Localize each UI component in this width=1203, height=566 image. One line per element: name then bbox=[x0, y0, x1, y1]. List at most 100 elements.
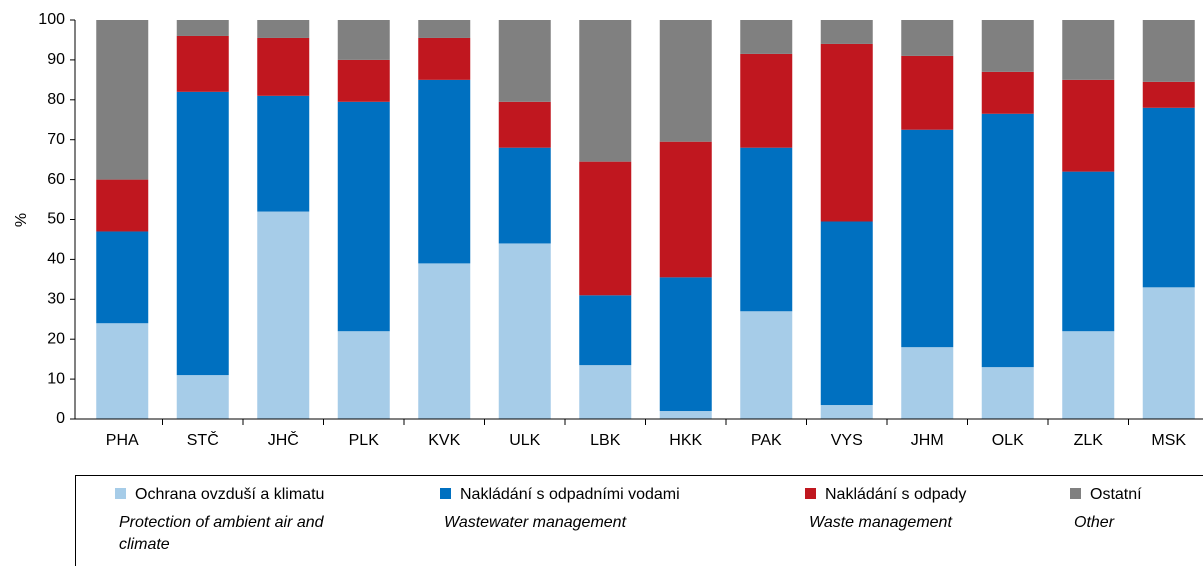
bar-segment bbox=[659, 141, 712, 278]
legend-label: Nakládání s odpadními vodami bbox=[460, 486, 680, 503]
bar-segment bbox=[1062, 20, 1115, 80]
legend-label: Ostatní bbox=[1090, 486, 1142, 503]
y-tick-label: 70 bbox=[47, 131, 65, 148]
bar-segment bbox=[418, 37, 471, 80]
x-tick-label: HKK bbox=[669, 432, 702, 449]
bar-segment bbox=[176, 375, 229, 419]
bar-segment bbox=[579, 20, 632, 162]
x-tick-label: OLK bbox=[992, 432, 1024, 449]
x-tick-label: LBK bbox=[590, 432, 621, 449]
bar-segment bbox=[579, 161, 632, 296]
bar-segment bbox=[981, 367, 1034, 419]
legend-swatch bbox=[805, 488, 816, 499]
x-tick-label: STČ bbox=[187, 430, 219, 449]
bar-segment bbox=[1142, 20, 1195, 82]
bar-segment bbox=[257, 20, 310, 38]
legend-label: Nakládání s odpady bbox=[825, 486, 967, 503]
bar-segment bbox=[981, 20, 1034, 72]
legend-swatch bbox=[1070, 488, 1081, 499]
bar-segment bbox=[337, 59, 390, 102]
y-axis-label: % bbox=[13, 213, 30, 227]
bar-segment bbox=[1062, 331, 1115, 419]
bar-segment bbox=[176, 91, 229, 376]
y-tick-label: 20 bbox=[47, 330, 65, 347]
bar-segment bbox=[901, 20, 954, 56]
bar-segment bbox=[820, 20, 873, 44]
x-tick-label: JHM bbox=[911, 432, 944, 449]
legend-item: Ochrana ovzduší a klimatu Protection of a… bbox=[115, 486, 345, 556]
legend-translation: Waste management bbox=[809, 514, 952, 531]
legend: Ochrana ovzduší a klimatu Protection of a… bbox=[75, 475, 1203, 566]
bar-segment bbox=[418, 263, 471, 419]
legend-swatch bbox=[115, 488, 126, 499]
bar-segment bbox=[418, 20, 471, 38]
bar-segment bbox=[659, 20, 712, 142]
x-tick-label: JHČ bbox=[268, 430, 299, 449]
bar-segment bbox=[740, 20, 793, 54]
x-tick-label: ZLK bbox=[1074, 432, 1104, 449]
bar-segment bbox=[820, 405, 873, 419]
bar-segment bbox=[257, 95, 310, 212]
y-tick-label: 50 bbox=[47, 211, 65, 228]
x-tick-label: PAK bbox=[751, 432, 782, 449]
legend-item: Nakládání s odpady Waste management bbox=[805, 486, 1045, 534]
bar-segment bbox=[96, 179, 149, 232]
x-tick-label: VYS bbox=[831, 432, 863, 449]
legend-item: Nakládání s odpadními vodami Wastewater m… bbox=[440, 486, 770, 534]
bar-segment bbox=[96, 231, 149, 324]
bar-segment bbox=[257, 211, 310, 419]
bar-segment bbox=[740, 311, 793, 419]
legend-translation: Protection of ambient air and climate bbox=[119, 514, 324, 553]
chart: % PHA STČ JHČ PLK KVK ULK LBK HKK PAK VYS JHM OLK ZL… bbox=[13, 11, 1203, 449]
y-tick-label: 30 bbox=[47, 291, 65, 308]
x-tick-label: ULK bbox=[509, 432, 540, 449]
bar-segment bbox=[498, 147, 551, 244]
bar-segment bbox=[498, 243, 551, 419]
bar-segment bbox=[257, 37, 310, 96]
bar-segment bbox=[740, 147, 793, 312]
legend-translation: Wastewater management bbox=[444, 514, 627, 531]
bar-segment bbox=[176, 20, 229, 36]
y-tick-label: 80 bbox=[47, 91, 65, 108]
bar-segment bbox=[96, 323, 149, 419]
bar-segment bbox=[659, 277, 712, 412]
bar-segment bbox=[1142, 107, 1195, 288]
bar-segment bbox=[1142, 81, 1195, 108]
y-tick-label: 40 bbox=[47, 251, 65, 268]
bar-segment bbox=[418, 79, 471, 264]
legend-label: Ochrana ovzduší a klimatu bbox=[135, 486, 325, 503]
legend-swatch bbox=[440, 488, 451, 499]
bar-segment bbox=[1062, 79, 1115, 172]
bar-segment bbox=[96, 20, 149, 180]
bar-segment bbox=[659, 411, 712, 419]
bar-segment bbox=[337, 331, 390, 419]
bar-segment bbox=[176, 35, 229, 92]
x-tick-label: MSK bbox=[1151, 432, 1186, 449]
y-tick-label: 90 bbox=[47, 51, 65, 68]
bar-segment bbox=[901, 129, 954, 348]
x-tick-label: PHA bbox=[106, 432, 139, 449]
bar-segment bbox=[498, 101, 551, 148]
bar-segment bbox=[579, 295, 632, 366]
y-tick-label: 60 bbox=[47, 171, 65, 188]
y-tick-label: 100 bbox=[38, 11, 65, 28]
y-tick-label: 0 bbox=[56, 410, 65, 427]
bar-segment bbox=[740, 53, 793, 148]
bar-segment bbox=[1062, 171, 1115, 332]
bar-segment bbox=[901, 55, 954, 130]
bar-segment bbox=[337, 101, 390, 332]
bar-segment bbox=[337, 20, 390, 60]
bar-segment bbox=[981, 71, 1034, 114]
legend-item: Ostatní Other bbox=[1070, 486, 1190, 534]
y-tick-label: 10 bbox=[47, 370, 65, 387]
bar-segment bbox=[820, 43, 873, 222]
x-tick-label: PLK bbox=[349, 432, 380, 449]
bar-segment bbox=[981, 113, 1034, 368]
bar-segment bbox=[820, 221, 873, 406]
bar-segment bbox=[579, 365, 632, 419]
bar-segment bbox=[498, 20, 551, 102]
legend-translation: Other bbox=[1074, 514, 1115, 531]
bar-segment bbox=[901, 347, 954, 419]
bar-segment bbox=[1142, 287, 1195, 419]
